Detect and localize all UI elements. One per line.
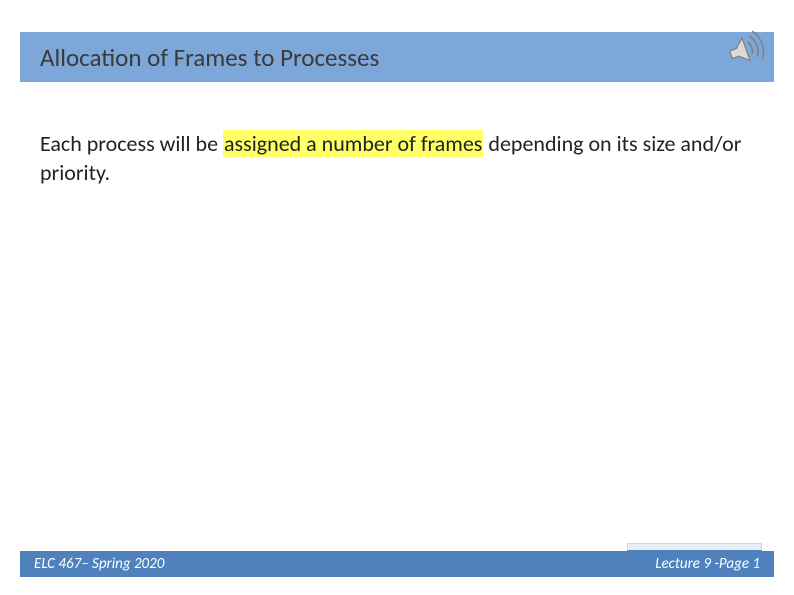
footer-tab (627, 543, 762, 551)
footer-right: Lecture 9 -Page 1 (655, 555, 760, 573)
body-text-highlight: assigned a number of frames (223, 130, 483, 157)
footer-left: ELC 467– Spring 2020 (34, 555, 164, 573)
title-bar: Allocation of Frames to Processes (20, 32, 774, 82)
body-text-pre: Each process will be (40, 130, 223, 157)
slide-body: Each process will be assigned a number o… (40, 130, 760, 187)
footer-bar: ELC 467– Spring 2020 Lecture 9 -Page 1 (20, 551, 774, 577)
slide-title: Allocation of Frames to Processes (40, 42, 379, 73)
speaker-icon (722, 24, 772, 74)
